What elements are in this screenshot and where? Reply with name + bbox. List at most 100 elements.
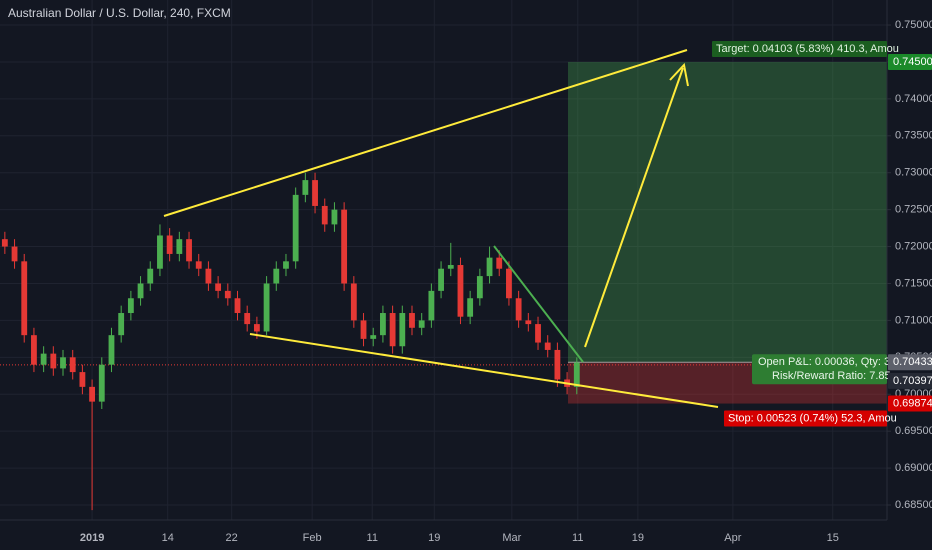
candle-body — [89, 386, 96, 402]
candle-body — [11, 246, 18, 262]
candle-body — [215, 283, 222, 291]
last-price-label-bg — [888, 372, 932, 389]
candle-body — [21, 261, 28, 336]
candle-body — [554, 349, 561, 380]
stop-text: Stop: 0.00523 (0.74%) 52.3, Amou — [728, 412, 897, 424]
target-text: Target: 0.04103 (5.83%) 410.3, Amou — [716, 43, 899, 55]
candle-body — [137, 283, 144, 299]
candle-body — [157, 235, 163, 269]
candle-body — [370, 335, 377, 339]
axes: 0.685000.690000.695000.700000.705000.710… — [80, 19, 932, 544]
candle-body — [127, 298, 134, 314]
candle-body — [31, 335, 37, 365]
chart-title: Australian Dollar / U.S. Dollar, 240, FX… — [8, 6, 231, 20]
y-tick-label: 0.69500 — [895, 425, 932, 437]
candle-body — [244, 313, 251, 325]
candle-body — [331, 209, 338, 225]
y-tick-label: 0.71000 — [895, 314, 932, 326]
candle-body — [186, 239, 192, 262]
candle-body — [292, 194, 299, 262]
x-tick-label: 19 — [428, 532, 440, 544]
y-tick-label: 0.74000 — [895, 93, 932, 105]
last-price-label: 0.70397 — [893, 375, 932, 387]
candle-body — [486, 257, 493, 277]
pnl-bg — [752, 354, 887, 385]
x-tick-label: Mar — [502, 532, 521, 544]
candle-body — [312, 180, 318, 206]
candle-body — [573, 362, 580, 387]
candle-body — [544, 342, 551, 350]
candle-body — [418, 320, 425, 328]
candle-body — [1, 239, 8, 247]
candle-body — [467, 298, 474, 317]
candle-body — [147, 268, 154, 284]
drawings — [163, 49, 719, 408]
candle-body — [79, 372, 86, 387]
entry-price-label: 0.70433 — [893, 356, 932, 368]
y-tick-label: 0.73000 — [895, 167, 932, 179]
y-tick-label: 0.71500 — [895, 277, 932, 289]
candle-body — [273, 268, 280, 284]
x-tick-label: 15 — [827, 532, 839, 544]
x-tick-label: 19 — [632, 532, 644, 544]
candle-body — [350, 283, 357, 321]
candle-body — [535, 324, 541, 343]
candle-body — [283, 261, 289, 269]
candle-body — [438, 268, 444, 291]
x-tick-label: 11 — [572, 532, 583, 544]
candle-body — [98, 364, 105, 402]
y-tick-label: 0.68500 — [895, 499, 932, 511]
arrow-head — [669, 62, 689, 87]
grid — [0, 0, 887, 520]
candle-body — [253, 324, 260, 332]
y-tick-label: 0.72500 — [895, 204, 932, 216]
candle-body — [496, 257, 503, 269]
y-tick-label: 0.72000 — [895, 240, 932, 252]
y-tick-label: 0.75000 — [895, 19, 932, 31]
y-tick-label: 0.73500 — [895, 130, 932, 142]
candle-body — [321, 205, 328, 225]
candle-body — [360, 320, 367, 339]
candle-body — [263, 283, 270, 332]
target-price-label-bg — [888, 53, 932, 70]
ratio-text: Risk/Reward Ratio: 7.85 — [772, 370, 891, 382]
x-tick-label: Feb — [303, 532, 322, 544]
candles — [1, 172, 580, 511]
candle-body — [447, 265, 454, 269]
candle-body — [40, 353, 47, 365]
stop-price-label-bg — [888, 395, 932, 412]
target-text-bg — [712, 40, 887, 57]
candle-body — [409, 313, 415, 328]
x-tick-label: 2019 — [80, 532, 104, 544]
stop-text-bg — [724, 410, 887, 427]
candle-body — [50, 353, 57, 369]
x-tick-label: 22 — [226, 532, 238, 544]
candle-body — [118, 313, 125, 336]
target-price-label: 0.74500 — [893, 56, 932, 68]
x-tick-label: 14 — [162, 532, 174, 544]
entry-price-label-bg — [888, 354, 932, 371]
x-tick-label: Apr — [724, 532, 741, 544]
stop-price-label: 0.69874 — [893, 397, 932, 409]
candle-body — [389, 313, 396, 347]
candle-body — [195, 261, 202, 269]
pnl-text: Open P&L: 0.00036, Qty: 382 — [758, 356, 902, 368]
y-tick-label: 0.69000 — [895, 462, 932, 474]
candle-body — [108, 335, 115, 365]
candle-body — [341, 209, 348, 284]
candle-body — [60, 357, 66, 369]
arrow — [584, 67, 684, 348]
x-tick-label: 11 — [367, 532, 378, 544]
candle-body — [176, 239, 183, 254]
candle-body — [69, 357, 76, 373]
candle-body — [515, 298, 522, 321]
trend-line — [249, 333, 719, 408]
candle-body — [399, 313, 406, 347]
target-zone — [568, 61, 887, 363]
candle-body — [224, 290, 231, 299]
trend-line — [163, 49, 688, 217]
candle-body — [525, 320, 532, 325]
candle-body — [506, 268, 512, 299]
